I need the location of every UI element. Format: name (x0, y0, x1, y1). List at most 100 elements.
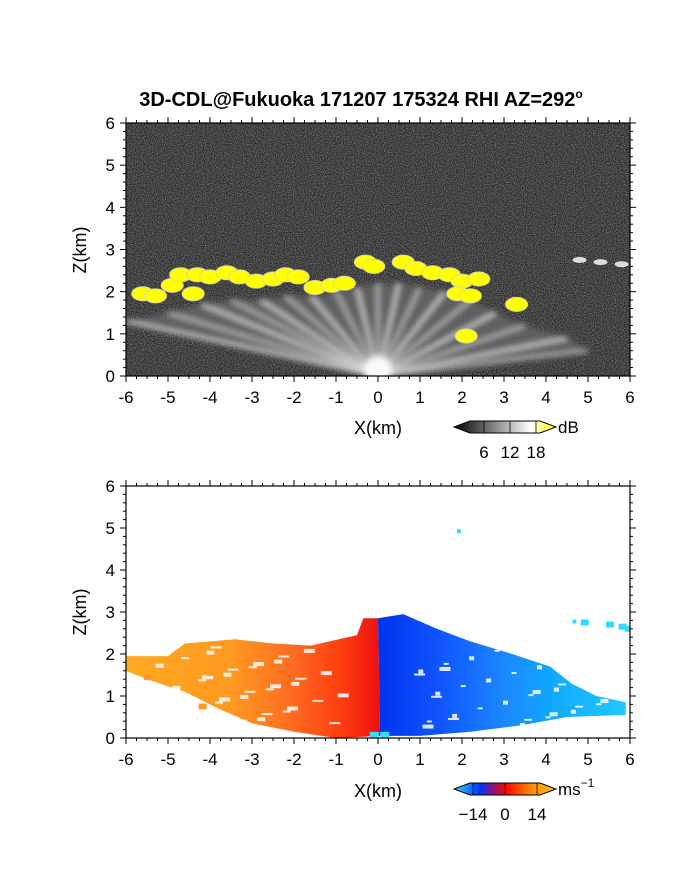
velocity-sparse-echo (456, 529, 461, 534)
velocity-gap (320, 671, 332, 676)
velocity-gap (583, 676, 592, 681)
velocity-gap (236, 719, 248, 724)
reflectivity-xtick-label: 0 (373, 388, 382, 407)
reflectivity-axes: -6 -5 -4 -3 -2 -1 0 1 2 3 4 5 6 0 1 2 3 4 5 6 (106, 114, 636, 407)
velocity-gap (257, 717, 266, 722)
velocity-axes: -6 -5 -4 -3 -2 -1 0 1 2 3 4 5 6 0 1 2 3 4 5 6 (106, 477, 636, 769)
velocity-gap (134, 725, 140, 728)
reflectivity-beam (259, 298, 380, 376)
reflectivity-beam (126, 319, 379, 376)
velocity-unit-base: ms (558, 780, 581, 799)
reflectivity-ytick-label: 5 (106, 156, 115, 175)
velocity-gap (278, 655, 290, 658)
velocity-gap (274, 659, 283, 664)
velocity-gap (303, 648, 315, 653)
velocity-xtick-label: 0 (373, 750, 382, 769)
velocity-gap (181, 657, 190, 660)
velocity-panel: -6 -5 -4 -3 -2 -1 0 1 2 3 4 5 6 0 1 2 3 4 5 6 X(km) Z(km) m… (70, 477, 636, 824)
reflectivity-ytick-label: 3 (106, 241, 115, 260)
reflectivity-xtick-label: 2 (457, 388, 466, 407)
velocity-gap (155, 663, 164, 668)
velocity-sparse-echo (572, 619, 577, 624)
velocity-gap (469, 656, 475, 661)
velocity-ytick-label: 1 (106, 687, 115, 706)
velocity-gap (608, 670, 617, 673)
velocity-gap (477, 707, 483, 710)
velocity-gap (414, 673, 426, 676)
velocity-gap (587, 652, 593, 657)
reflectivity-echo-point (505, 296, 529, 312)
reflectivity-echo-point (458, 288, 482, 304)
velocity-gap (579, 680, 585, 683)
reflectivity-ytick-label: 0 (106, 367, 115, 386)
velocity-gap (210, 646, 222, 649)
velocity-ytick-label: 5 (106, 519, 115, 538)
velocity-gap (219, 697, 231, 702)
velocity-gap (536, 665, 542, 670)
reflectivity-beam (167, 310, 379, 376)
velocity-xtick-label: 2 (457, 750, 466, 769)
reflectivity-xtick-label: -6 (118, 388, 133, 407)
velocity-gap (147, 692, 156, 695)
velocity-gap (562, 658, 568, 661)
reflectivity-colorbar-bar (452, 420, 558, 434)
velocity-gap (231, 723, 240, 726)
reflectivity-echo-point (286, 269, 310, 285)
velocity-gap (426, 720, 432, 723)
velocity-colorbar-label-0: 0 (500, 805, 509, 824)
reflectivity-colorbar-unit: dB (558, 418, 579, 437)
velocity-gap (566, 654, 575, 659)
velocity-xtick-label: 3 (499, 750, 508, 769)
velocity-gap (244, 690, 256, 693)
velocity-unit-exponent: −1 (581, 776, 595, 790)
reflectivity-beam (377, 310, 497, 376)
reflectivity-xtick-label: 4 (541, 388, 550, 407)
reflectivity-xtick-label: -4 (202, 388, 217, 407)
velocity-gap (202, 675, 214, 680)
velocity-xtick-label: 6 (625, 750, 634, 769)
velocity-gap (248, 666, 257, 669)
reflectivity-colorbar-label-18: 18 (527, 443, 546, 462)
reflectivity-echo-point (454, 328, 478, 344)
velocity-gap (486, 678, 492, 683)
velocity-gap (214, 701, 223, 704)
reflectivity-fan (126, 282, 589, 376)
velocity-xtick-label: 5 (583, 750, 592, 769)
reflectivity-sparse-echo (572, 257, 587, 264)
velocity-gap (312, 699, 324, 702)
reflectivity-xtick-label: 1 (415, 388, 424, 407)
reflectivity-near-range (364, 356, 392, 376)
reflectivity-beam (230, 298, 379, 376)
reflectivity-ytick-label: 6 (106, 114, 115, 133)
velocity-sparse-echo (207, 669, 215, 676)
velocity-gap (519, 722, 525, 727)
velocity-gap (286, 706, 298, 711)
velocity-gap (545, 716, 551, 719)
velocity-gap (524, 718, 533, 721)
velocity-gap (269, 684, 281, 689)
velocity-gap (291, 681, 300, 686)
velocity-field (126, 529, 630, 738)
figure-title: 3D-CDL@Fukuoka 171207 175324 RHI AZ=292o (139, 87, 583, 111)
velocity-gap (189, 708, 198, 713)
velocity-gap (452, 713, 458, 718)
velocity-ylabel: Z(km) (70, 589, 90, 636)
velocity-xtick-label: -2 (286, 750, 301, 769)
reflectivity-xtick-label: 5 (583, 388, 592, 407)
reflectivity-sparse-echo (593, 259, 608, 266)
velocity-receding-region (378, 614, 626, 736)
velocity-xtick-label: -6 (118, 750, 133, 769)
velocity-gap (206, 650, 215, 655)
velocity-surface-echo (380, 731, 390, 738)
velocity-gap (422, 724, 434, 729)
reflectivity-beam (376, 298, 472, 376)
velocity-gap (541, 661, 550, 664)
reflectivity-colorbar-label-12: 12 (501, 443, 520, 462)
reflectivity-xtick-label: 6 (625, 388, 634, 407)
reflectivity-xtick-label: -5 (160, 388, 175, 407)
velocity-gap (337, 693, 349, 698)
reflectivity-beam (377, 348, 589, 376)
velocity-gap (460, 685, 466, 688)
